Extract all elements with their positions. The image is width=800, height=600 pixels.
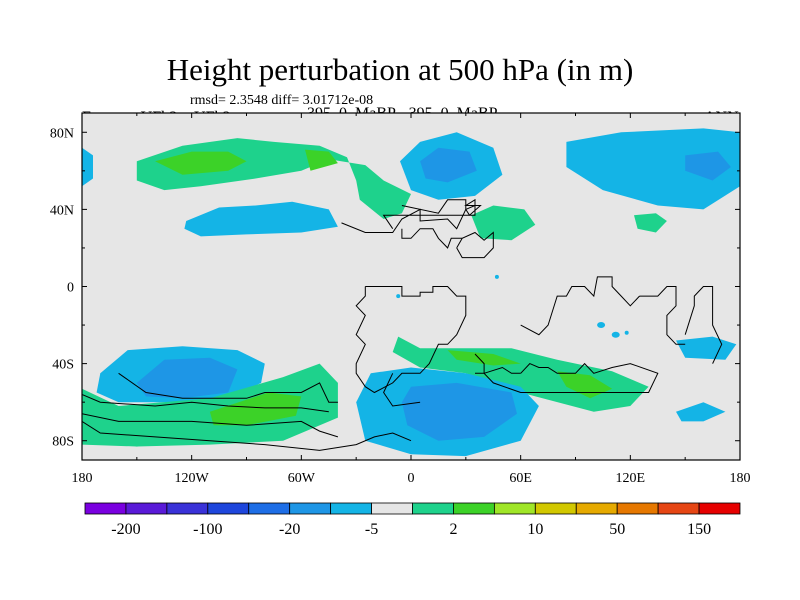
small-blue-dots-east-2: [611, 331, 620, 338]
colorbar-label: -200: [111, 521, 140, 538]
coastline-6: [639, 286, 686, 345]
nh-green-core-atlantic: [155, 151, 247, 175]
coastline-9: [82, 394, 329, 413]
coastline-8: [118, 372, 338, 403]
stats-line: rmsd= 2.3548 diff= 3.01712e-08: [190, 93, 374, 108]
coastline-1: [401, 199, 476, 214]
coastline-10: [82, 413, 339, 438]
colorbar-label: -100: [193, 521, 222, 538]
y-tick-label: 40N: [50, 203, 74, 218]
colorbar-swatch: [616, 502, 659, 515]
sh-green-south-america-core: [447, 350, 521, 366]
colorbar-swatch: [453, 502, 495, 515]
x-tick-label: 180: [72, 471, 93, 486]
nh-blue-europe-core: [420, 147, 477, 183]
sh-blue-west-core: [136, 357, 238, 399]
colorbar-label: 10: [527, 521, 543, 538]
sh-green-west-core: [209, 392, 302, 426]
colorbar-swatch: [493, 502, 536, 515]
x-tick-label: 120W: [175, 471, 210, 486]
colorbar-label: 2: [449, 521, 457, 538]
sh-green-asia-core: [557, 371, 613, 399]
colorbar-swatch: [248, 502, 291, 515]
coastline-2: [355, 286, 467, 394]
nh-cyan-west-edge: [82, 147, 93, 187]
x-tick-label: 180: [730, 471, 751, 486]
sh-blue-central-core: [401, 382, 517, 441]
colorbar-swatch: [330, 502, 372, 515]
nh-green-asia-blob: [471, 205, 536, 241]
colorbar-swatch: [166, 502, 209, 515]
coastline-14: [401, 228, 463, 249]
colorbar-swatch: [84, 502, 127, 515]
nh-green-small-east: [634, 213, 667, 233]
coastline-5: [520, 276, 640, 336]
sh-green-west-band: [82, 363, 338, 447]
nh-green-core-small: [305, 149, 338, 171]
colorbar-swatch: [657, 502, 700, 515]
colorbar-swatch: [371, 502, 413, 515]
nh-cyan-pacific-band: [184, 201, 338, 237]
colorbar-swatch: [534, 502, 577, 515]
colorbar-swatch: [412, 502, 454, 515]
colorbar-label: 50: [609, 521, 625, 538]
x-tick-label: 0: [408, 471, 415, 486]
y-tick-label: 40S: [52, 358, 74, 373]
small-blue-dot-equator: [396, 294, 401, 299]
colorbar-swatch: [698, 502, 741, 515]
colorbar-label: -20: [279, 521, 300, 538]
coastline-0: [341, 198, 482, 233]
sh-cyan-east-b: [676, 402, 726, 422]
coastline-13: [456, 231, 494, 259]
colorbar-swatch: [125, 502, 168, 515]
y-tick-label: 0: [67, 281, 74, 296]
colorbar-swatch: [207, 502, 250, 515]
y-tick-label: 80S: [52, 435, 74, 450]
coastline-3: [474, 353, 485, 374]
x-tick-label: 120E: [616, 471, 646, 486]
small-green-dot-west: [134, 442, 139, 447]
x-tick-label: 60E: [509, 471, 532, 486]
colorbar-label: -5: [365, 521, 378, 538]
small-blue-dot-ne: [494, 274, 499, 279]
coastline-11: [82, 420, 412, 451]
contour-layer: [82, 128, 740, 457]
nh-blue-pacific-east-core: [685, 151, 731, 181]
small-blue-dots-east-3: [624, 330, 629, 335]
coastline-4: [483, 362, 659, 393]
nh-cyan-pacific-east: [566, 128, 740, 210]
coastline-7: [684, 286, 723, 364]
y-tick-label: 80N: [50, 126, 74, 141]
colorbar-label: 150: [687, 521, 711, 538]
x-tick-label: 60W: [288, 471, 316, 486]
chart-title: Height perturbation at 500 hPa (in m): [166, 52, 634, 87]
coastline-12: [383, 373, 421, 407]
colorbar-swatch: [575, 502, 618, 515]
small-blue-dots-east-1: [597, 322, 606, 329]
colorbar-swatch: [289, 502, 332, 515]
